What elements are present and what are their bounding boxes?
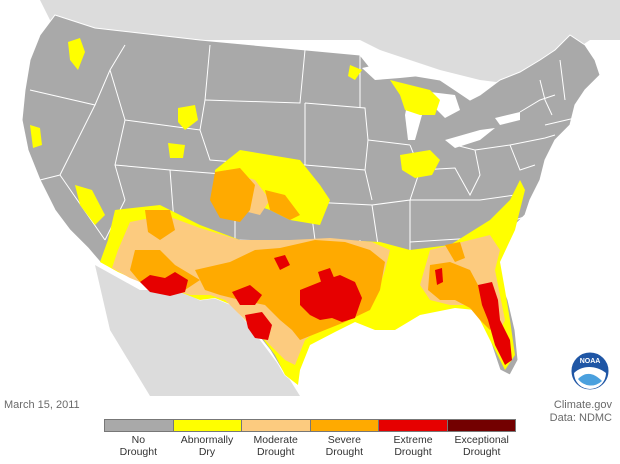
drought-extreme xyxy=(140,255,512,365)
drought-legend: No Drought Abnormally Dry Moderate Droug… xyxy=(104,419,516,463)
legend-label-severe-drought: Severe Drought xyxy=(310,434,379,458)
legend-label-line1: Moderate xyxy=(253,434,298,446)
legend-label-line2: Dry xyxy=(198,446,216,458)
legend-label-line2: Drought xyxy=(463,446,501,458)
map-date: March 15, 2011 xyxy=(4,399,80,411)
credit-data: Data: NDMC xyxy=(549,412,612,424)
lake-superior xyxy=(362,62,430,80)
svg-text:NOAA: NOAA xyxy=(580,358,601,365)
credits: Climate.gov Data: NDMC xyxy=(550,399,612,425)
legend-swatch-no-drought xyxy=(105,420,174,431)
us-drought-map-svg xyxy=(21,0,620,396)
legend-label-abnormally-dry: Abnormally Dry xyxy=(173,434,242,458)
noaa-logo: NOAA xyxy=(570,351,610,391)
legend-label-line2: Drought xyxy=(325,446,364,458)
legend-label-moderate-drought: Moderate Drought xyxy=(241,434,310,458)
credit-source: Climate.gov xyxy=(553,399,612,411)
legend-label-line1: No xyxy=(131,434,146,446)
legend-label-extreme-drought: Extreme Drought xyxy=(379,434,448,458)
legend-label-no-drought: No Drought xyxy=(104,434,173,458)
legend-label-line1: Abnormally xyxy=(180,434,234,446)
lake-erie xyxy=(445,128,495,148)
noaa-logo-icon: NOAA xyxy=(570,351,610,391)
lake-ontario xyxy=(495,112,520,125)
legend-label-line2: Drought xyxy=(257,446,295,458)
legend-label-line2: Drought xyxy=(119,446,158,458)
canada-land xyxy=(40,0,620,85)
legend-swatch-exceptional-drought xyxy=(447,420,515,431)
legend-label-line2: Drought xyxy=(394,446,432,458)
drought-map: NOAA xyxy=(21,0,620,396)
legend-color-bar xyxy=(104,419,516,432)
legend-swatch-moderate-drought xyxy=(242,420,311,431)
legend-swatch-severe-drought xyxy=(310,420,379,431)
legend-label-line1: Exceptional xyxy=(454,434,509,446)
legend-swatch-extreme-drought xyxy=(379,420,448,431)
legend-label-line1: Extreme xyxy=(393,434,433,446)
legend-label-line1: Severe xyxy=(327,434,361,446)
legend-label-exceptional-drought: Exceptional Drought xyxy=(447,434,516,458)
legend-labels: No Drought Abnormally Dry Moderate Droug… xyxy=(104,434,516,458)
mexico-land xyxy=(95,265,300,396)
legend-swatch-abnormally-dry xyxy=(173,420,242,431)
